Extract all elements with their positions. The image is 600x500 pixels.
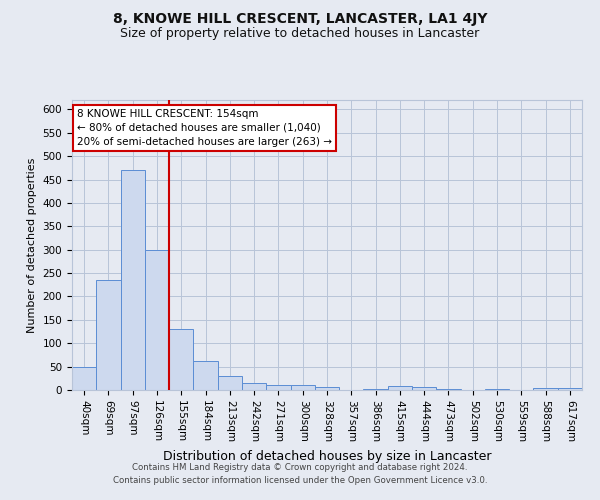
Bar (364, 389, 388, 390)
Bar (169, 329, 193, 390)
Bar (533, 388, 558, 390)
Bar (388, 386, 412, 390)
Bar (436, 389, 461, 390)
Bar (290, 386, 315, 390)
X-axis label: Distribution of detached houses by size in Lancaster: Distribution of detached houses by size … (163, 450, 491, 463)
Y-axis label: Number of detached properties: Number of detached properties (27, 158, 37, 332)
Bar (266, 386, 290, 390)
Text: Contains HM Land Registry data © Crown copyright and database right 2024.: Contains HM Land Registry data © Crown c… (132, 464, 468, 472)
Bar (72, 366, 96, 390)
Bar (218, 376, 242, 390)
Text: 8 KNOWE HILL CRESCENT: 154sqm
← 80% of detached houses are smaller (1,040)
20% o: 8 KNOWE HILL CRESCENT: 154sqm ← 80% of d… (77, 108, 332, 146)
Bar (121, 170, 145, 390)
Text: Contains public sector information licensed under the Open Government Licence v3: Contains public sector information licen… (113, 476, 487, 485)
Bar (145, 250, 169, 390)
Bar (485, 389, 509, 390)
Bar (242, 382, 266, 390)
Bar (193, 361, 218, 390)
Bar (96, 280, 121, 390)
Bar (558, 388, 582, 390)
Bar (412, 387, 436, 390)
Text: Size of property relative to detached houses in Lancaster: Size of property relative to detached ho… (121, 28, 479, 40)
Text: 8, KNOWE HILL CRESCENT, LANCASTER, LA1 4JY: 8, KNOWE HILL CRESCENT, LANCASTER, LA1 4… (113, 12, 487, 26)
Bar (315, 387, 339, 390)
